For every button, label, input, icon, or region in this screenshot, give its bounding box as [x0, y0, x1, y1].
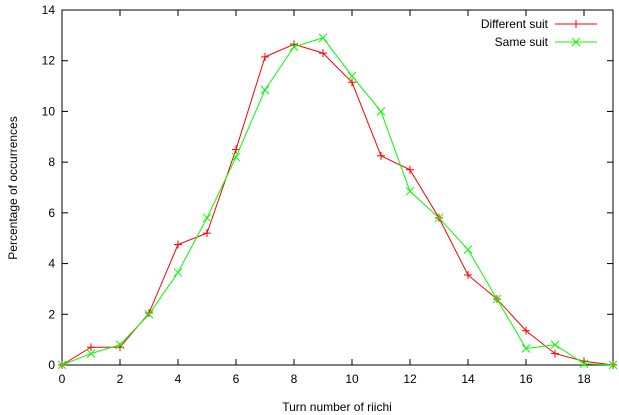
series-layer: [57, 33, 618, 370]
axis-ticks: [61, 9, 613, 366]
legend-label-different-suit: Different suit: [481, 17, 549, 31]
legend-sample-same-suit: [555, 37, 597, 47]
data-point-same-suit: [289, 42, 299, 52]
data-point-same-suit: [434, 213, 444, 223]
x-tick-label: 0: [59, 372, 66, 386]
data-point-different-suit: [377, 151, 385, 160]
x-tick-label: 10: [345, 372, 359, 386]
legend-sample-different-suit: [555, 20, 597, 28]
data-point-different-suit: [348, 78, 356, 87]
y-tick-label: 0: [48, 358, 55, 372]
data-point-same-suit: [521, 344, 531, 353]
data-point-different-suit: [232, 145, 240, 154]
x-tick-label: 2: [117, 372, 124, 386]
tick-labels: 0 2 4 6 8 10 12 14 16 18 0 2 4 6 8 10 12 14: [42, 3, 591, 386]
y-axis-label: Percentage of occurrences: [6, 116, 20, 259]
data-point-same-suit: [86, 349, 96, 358]
data-point-same-suit: [231, 152, 241, 162]
y-tick-label: 2: [48, 307, 55, 321]
data-point-same-suit: [260, 85, 270, 95]
data-point-different-suit: [522, 326, 530, 335]
data-point-same-suit: [347, 71, 357, 81]
legend-marker: [571, 37, 581, 47]
x-tick-label: 8: [291, 372, 298, 386]
y-tick-label: 6: [48, 206, 55, 220]
data-point-same-suit: [57, 360, 67, 370]
x-tick-label: 6: [233, 372, 240, 386]
data-point-different-suit: [464, 270, 472, 279]
data-point-same-suit: [405, 186, 415, 196]
data-point-same-suit: [579, 359, 589, 369]
data-point-same-suit: [202, 213, 212, 223]
data-point-different-suit: [174, 240, 182, 249]
legend-marker: [572, 20, 580, 28]
data-point-same-suit: [550, 340, 560, 350]
data-point-same-suit: [144, 309, 154, 319]
series-line-different-suit: [61, 43, 614, 366]
x-axis-label: Turn number of riichi: [282, 400, 392, 414]
series-line-same-suit: [61, 37, 614, 366]
data-point-different-suit: [551, 349, 559, 358]
x-tick-label: 18: [577, 372, 591, 386]
x-tick-label: 12: [403, 372, 417, 386]
data-point-same-suit: [492, 294, 502, 304]
data-point-different-suit: [319, 49, 327, 58]
legend-label-same-suit: Same suit: [495, 35, 549, 49]
legend: Different suit Same suit: [481, 17, 597, 49]
data-point-same-suit: [463, 245, 473, 254]
data-point-same-suit: [318, 33, 328, 43]
y-tick-label: 4: [48, 257, 55, 271]
data-point-different-suit: [261, 52, 269, 61]
x-tick-label: 4: [175, 372, 182, 386]
data-point-same-suit: [173, 268, 183, 277]
data-point-same-suit: [115, 340, 125, 350]
data-point-same-suit: [608, 360, 618, 370]
data-point-different-suit: [87, 343, 95, 352]
data-point-same-suit: [376, 107, 386, 116]
y-tick-label: 12: [42, 54, 56, 68]
y-tick-label: 8: [48, 155, 55, 169]
data-point-different-suit: [406, 165, 414, 174]
y-tick-label: 10: [42, 104, 56, 118]
x-tick-label: 14: [461, 372, 475, 386]
data-point-different-suit: [203, 229, 211, 238]
x-tick-label: 16: [519, 372, 533, 386]
data-point-different-suit: [145, 309, 153, 318]
y-tick-label: 14: [42, 3, 56, 17]
plot-frame: [61, 9, 614, 366]
